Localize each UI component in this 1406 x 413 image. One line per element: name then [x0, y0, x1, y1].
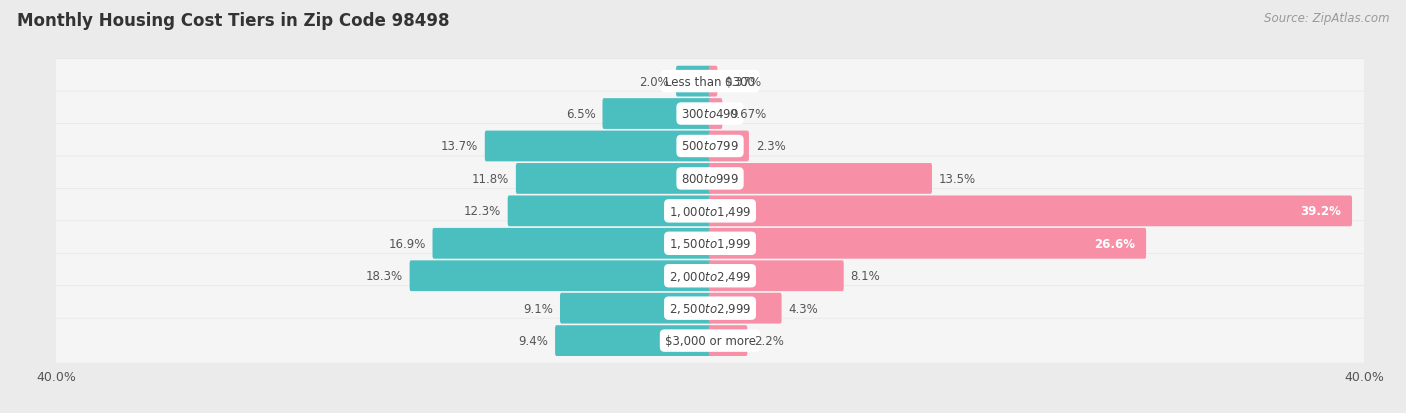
Text: 6.5%: 6.5%	[565, 108, 596, 121]
Text: $300 to $499: $300 to $499	[681, 108, 740, 121]
Text: $2,500 to $2,999: $2,500 to $2,999	[669, 301, 751, 316]
Text: 0.37%: 0.37%	[724, 76, 762, 88]
FancyBboxPatch shape	[48, 59, 1372, 104]
Text: Monthly Housing Cost Tiers in Zip Code 98498: Monthly Housing Cost Tiers in Zip Code 9…	[17, 12, 450, 30]
Text: 2.2%: 2.2%	[754, 334, 785, 347]
FancyBboxPatch shape	[508, 196, 711, 227]
Text: 12.3%: 12.3%	[464, 205, 501, 218]
FancyBboxPatch shape	[433, 228, 711, 259]
FancyBboxPatch shape	[48, 189, 1372, 234]
Text: Source: ZipAtlas.com: Source: ZipAtlas.com	[1264, 12, 1389, 25]
Text: $2,000 to $2,499: $2,000 to $2,499	[669, 269, 751, 283]
Text: $500 to $799: $500 to $799	[681, 140, 740, 153]
FancyBboxPatch shape	[709, 66, 717, 97]
Text: $3,000 or more: $3,000 or more	[665, 334, 755, 347]
FancyBboxPatch shape	[603, 99, 711, 130]
FancyBboxPatch shape	[709, 261, 844, 292]
Text: 18.3%: 18.3%	[366, 270, 402, 282]
FancyBboxPatch shape	[709, 131, 749, 162]
FancyBboxPatch shape	[485, 131, 711, 162]
FancyBboxPatch shape	[709, 99, 723, 130]
Text: $800 to $999: $800 to $999	[681, 173, 740, 185]
Text: 0.67%: 0.67%	[730, 108, 766, 121]
FancyBboxPatch shape	[48, 318, 1372, 363]
Text: 8.1%: 8.1%	[851, 270, 880, 282]
FancyBboxPatch shape	[709, 325, 748, 356]
FancyBboxPatch shape	[48, 157, 1372, 202]
Text: $1,500 to $1,999: $1,500 to $1,999	[669, 237, 751, 251]
Text: 9.4%: 9.4%	[519, 334, 548, 347]
Text: 9.1%: 9.1%	[523, 302, 553, 315]
FancyBboxPatch shape	[709, 164, 932, 195]
Text: $1,000 to $1,499: $1,000 to $1,499	[669, 204, 751, 218]
Text: 2.3%: 2.3%	[756, 140, 786, 153]
FancyBboxPatch shape	[516, 164, 711, 195]
FancyBboxPatch shape	[709, 196, 1353, 227]
Text: 11.8%: 11.8%	[472, 173, 509, 185]
FancyBboxPatch shape	[409, 261, 711, 292]
FancyBboxPatch shape	[48, 221, 1372, 266]
Text: Less than $300: Less than $300	[665, 76, 755, 88]
Text: 4.3%: 4.3%	[789, 302, 818, 315]
FancyBboxPatch shape	[48, 254, 1372, 299]
Text: 13.7%: 13.7%	[440, 140, 478, 153]
FancyBboxPatch shape	[676, 66, 711, 97]
Text: 2.0%: 2.0%	[640, 76, 669, 88]
FancyBboxPatch shape	[48, 286, 1372, 331]
FancyBboxPatch shape	[48, 92, 1372, 137]
FancyBboxPatch shape	[709, 228, 1146, 259]
Text: 16.9%: 16.9%	[388, 237, 426, 250]
FancyBboxPatch shape	[709, 293, 782, 324]
Text: 39.2%: 39.2%	[1301, 205, 1341, 218]
Text: 13.5%: 13.5%	[939, 173, 976, 185]
Text: 26.6%: 26.6%	[1094, 237, 1135, 250]
FancyBboxPatch shape	[560, 293, 711, 324]
FancyBboxPatch shape	[48, 124, 1372, 169]
FancyBboxPatch shape	[555, 325, 711, 356]
